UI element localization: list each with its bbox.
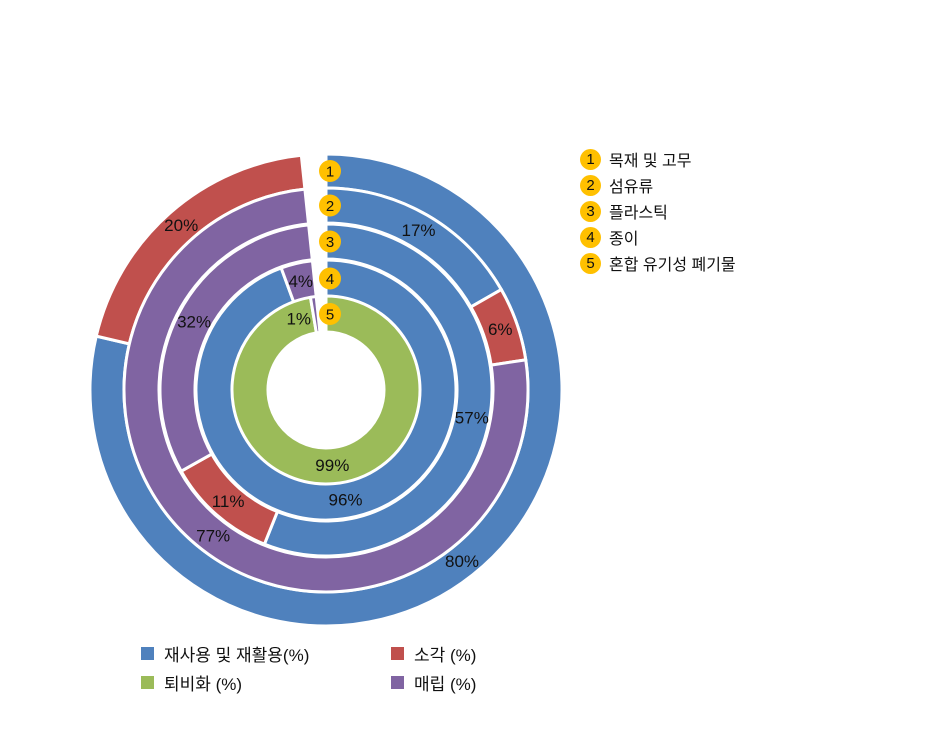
ring-badge-2 bbox=[319, 194, 341, 217]
badge-4: 4 bbox=[580, 226, 601, 248]
ring-badge-3 bbox=[319, 230, 341, 253]
legend-swatch bbox=[391, 676, 404, 689]
ring-badge-number: 1 bbox=[326, 164, 334, 181]
legend-label: 매립 (%) bbox=[414, 675, 477, 694]
ring-4-label-0: 96% bbox=[328, 490, 362, 509]
ring-badge-1 bbox=[319, 160, 341, 182]
ring-1-label-1: 20% bbox=[164, 216, 198, 235]
legend-swatch bbox=[141, 676, 154, 689]
ring-5-label-1: 1% bbox=[286, 310, 311, 329]
ring-2-label-2: 77% bbox=[196, 526, 230, 545]
badge-1: 1 bbox=[580, 148, 601, 170]
ring-badge-number: 4 bbox=[326, 271, 334, 288]
ring-5-slice-1 bbox=[308, 294, 322, 335]
legend-label: 재사용 및 재활용(%) bbox=[164, 646, 310, 665]
ring-5-slice-0 bbox=[230, 294, 422, 486]
ring-badge-number: 2 bbox=[326, 198, 334, 215]
badge-3: 3 bbox=[580, 200, 601, 222]
legend-swatch bbox=[391, 647, 404, 660]
ring-2-label-1: 6% bbox=[488, 320, 513, 339]
badge-5: 5 bbox=[580, 252, 601, 274]
legend-swatch bbox=[141, 647, 154, 660]
legend-label: 퇴비화 (%) bbox=[164, 675, 243, 694]
category-3: 3 플라스틱 bbox=[580, 199, 668, 223]
category-2: 2 섬유류 bbox=[580, 173, 653, 197]
ring-5-label-0: 99% bbox=[315, 456, 349, 475]
legend-label: 소각 (%) bbox=[414, 646, 477, 665]
legend-compost: 퇴비화 (%) bbox=[141, 670, 242, 695]
legend-landfill: 매립 (%) bbox=[391, 670, 476, 695]
ring-3-label-0: 57% bbox=[455, 409, 489, 428]
ring-badge-5 bbox=[319, 303, 341, 325]
ring-badge-4 bbox=[319, 267, 341, 290]
category-1: 1 목재 및 고무 bbox=[580, 147, 692, 171]
ring-1-label-0: 80% bbox=[445, 552, 479, 571]
category-label: 혼합 유기성 폐기물 bbox=[609, 257, 736, 274]
ring-4-label-1: 4% bbox=[288, 272, 313, 291]
category-label: 종이 bbox=[609, 231, 639, 248]
ring-badge-number: 3 bbox=[326, 234, 334, 251]
ring-3-label-1: 11% bbox=[212, 492, 245, 511]
legend-incineration: 소각 (%) bbox=[391, 641, 476, 666]
legend-reuse: 재사용 및 재활용(%) bbox=[141, 641, 309, 666]
category-4: 4 종이 bbox=[580, 225, 638, 249]
category-label: 목재 및 고무 bbox=[609, 153, 692, 170]
ring-badge-number: 5 bbox=[326, 307, 334, 324]
ring-2-label-0: 17% bbox=[401, 221, 435, 240]
category-label: 플라스틱 bbox=[609, 205, 668, 222]
badge-2: 2 bbox=[580, 174, 601, 196]
category-label: 섬유류 bbox=[609, 179, 654, 196]
category-5: 5 혼합 유기성 폐기물 bbox=[580, 251, 736, 275]
ring-3-label-2: 32% bbox=[177, 312, 211, 331]
